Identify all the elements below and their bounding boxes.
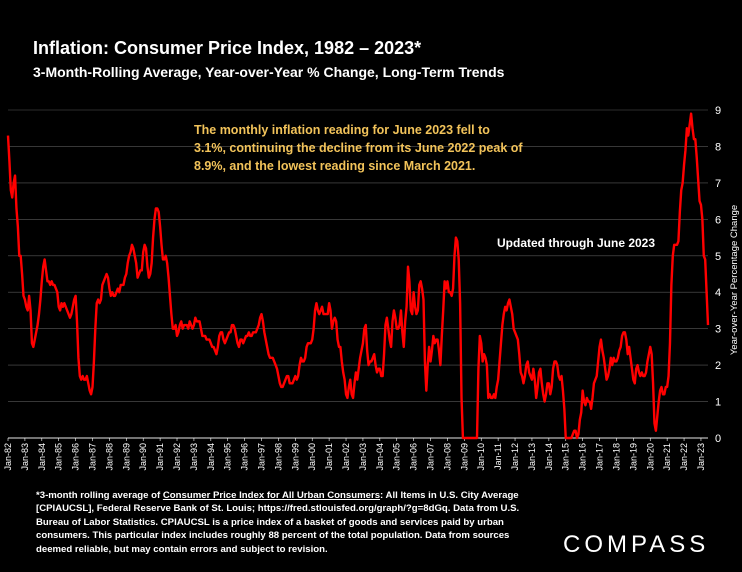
cpi-series-line [6,112,710,440]
x-tick-label: Jan-92 [172,443,182,471]
y-tick-label: 0 [715,433,721,445]
gridlines [8,109,708,439]
x-tick-label: Jan-12 [510,443,520,471]
x-tick-label: Jan-98 [273,443,283,471]
x-tick-label: Jan-08 [442,443,452,471]
x-tick-label: Jan-13 [527,443,537,471]
y-tick-label: 6 [715,214,721,226]
x-tick-label: Jan-10 [476,443,486,471]
x-tick-label: Jan-99 [290,443,300,471]
x-tick-label: Jan-96 [240,443,250,471]
y-tick-label: 9 [715,105,721,117]
x-tick-label: Jan-18 [611,443,621,471]
x-tick-label: Jan-89 [121,443,131,471]
y-tick-label: 2 [715,360,721,372]
x-tick-label: Jan-88 [104,443,114,471]
x-tick-label: Jan-20 [645,443,655,471]
x-tick-label: Jan-01 [324,443,334,471]
footnote-body: : All Items in U.S. City Average [CPIAUC… [36,490,520,555]
updated-note: Updated through June 2023 [497,236,656,250]
x-tick-label: Jan-83 [20,443,30,471]
x-tick-label: Jan-94 [206,443,216,471]
x-tick-label: Jan-04 [375,443,385,471]
x-tick-label: Jan-95 [223,443,233,471]
x-tick-label: Jan-06 [409,443,419,471]
x-tick-label: Jan-02 [341,443,351,471]
x-axis-ticks: Jan-82 Jan-83 Jan-84 Jan-85 Jan-86 Jan-87 Jan-… [3,438,706,471]
x-tick-label: Jan-00 [307,443,317,471]
x-tick-label: Jan-19 [628,443,638,471]
x-tick-label: Jan-11 [493,443,503,470]
x-tick-label: Jan-03 [358,443,368,471]
y-tick-label: 7 [715,178,721,190]
x-tick-label: Jan-91 [155,443,165,471]
x-tick-label: Jan-86 [71,443,81,471]
x-tick-label: Jan-22 [679,443,689,471]
annotation-text: The monthly inflation reading for June 2… [194,123,523,173]
x-tick-label: Jan-21 [662,443,672,471]
x-tick-label: Jan-07 [426,443,436,471]
y-axis-label: Year-over-Year Percentage Change [729,205,740,355]
x-tick-label: Jan-84 [37,443,47,471]
x-tick-label: Jan-17 [595,443,605,471]
x-tick-label: Jan-97 [257,443,267,471]
x-tick-label: Jan-16 [578,443,588,471]
chart-title: Inflation: Consumer Price Index, 1982 – … [33,38,422,58]
y-tick-label: 3 [715,324,721,336]
y-tick-label: 1 [715,397,721,409]
x-tick-label: Jan-05 [392,443,402,471]
x-tick-label: Jan-87 [88,443,98,471]
y-axis-ticks: 0 1 2 3 4 5 6 7 8 9 [715,105,721,445]
y-tick-label: 5 [715,251,721,263]
series-group [6,112,710,440]
footnote: *3-month rolling average of Consumer Pri… [36,489,548,556]
y-tick-label: 4 [715,287,721,299]
chart-subtitle: 3-Month-Rolling Average, Year-over-Year … [33,64,505,80]
x-tick-label: Jan-15 [561,443,571,471]
x-tick-label: Jan-93 [189,443,199,471]
x-tick-label: Jan-82 [3,443,13,471]
y-tick-label: 8 [715,141,721,153]
x-tick-label: Jan-23 [696,443,706,471]
x-tick-label: Jan-14 [544,443,554,471]
footnote-source-link[interactable]: Consumer Price Index for All Urban Consu… [162,490,381,501]
footnote-prefix: *3-month rolling average of [36,490,163,501]
compass-logo: COMPASS [563,531,710,558]
x-tick-label: Jan-90 [138,443,148,471]
x-tick-label: Jan-85 [54,443,64,471]
x-tick-label: Jan-09 [459,443,469,471]
